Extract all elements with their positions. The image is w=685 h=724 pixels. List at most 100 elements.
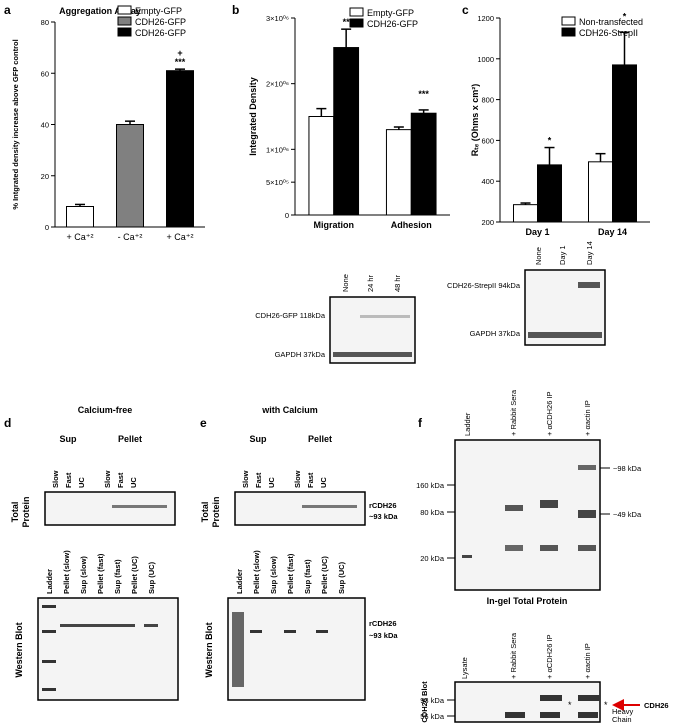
row-label: Total	[200, 502, 210, 523]
row-label: Western Blot	[204, 622, 214, 677]
lane-label: Sup (UC)	[337, 561, 346, 594]
legend-label: CDH26-GFP	[367, 19, 418, 29]
lane-label: Fast	[306, 472, 315, 488]
panel-letter: e	[200, 416, 207, 430]
lane-label: Day 14	[585, 241, 594, 265]
y-tick-label: 60	[41, 69, 49, 78]
marker-label: 80 kDa	[420, 508, 445, 517]
band	[144, 624, 158, 627]
y-tick-label: 2×10⁰⁶	[266, 80, 289, 89]
band	[528, 332, 602, 338]
lane-label: Fast	[116, 472, 125, 488]
lane-label: + αCDH26 IP	[545, 391, 554, 436]
panel-letter: a	[4, 3, 11, 17]
lane-label: None	[534, 247, 543, 265]
marker-label: rCDH26	[369, 619, 397, 628]
x-tick-label: - Ca⁺²	[118, 232, 143, 242]
x-tick-label: Adhesion	[391, 220, 432, 230]
band	[42, 688, 56, 691]
blot	[454, 681, 601, 723]
group-label: Pellet	[308, 434, 332, 444]
lane-label: Sup (fast)	[113, 559, 122, 594]
lane-label: Ladder	[45, 569, 54, 594]
marker-label: 56 kDa	[420, 712, 445, 721]
legend-swatch	[117, 5, 132, 15]
band	[42, 605, 56, 608]
legend-label: CDH26-GFP	[135, 28, 186, 38]
blot	[44, 491, 176, 526]
band	[578, 510, 596, 518]
panel-title: Calcium-free	[78, 405, 133, 415]
marker-label: 93 kDa	[420, 696, 445, 705]
marker-label: rCDH26	[369, 501, 397, 510]
lane-label: Pellet (UC)	[320, 556, 329, 594]
annotation: ***	[418, 89, 429, 99]
band	[112, 505, 167, 508]
row-label: CDH26 Blot	[420, 681, 429, 723]
legend-label: CDH26-StrepII	[579, 28, 638, 38]
band	[540, 695, 562, 701]
bar	[410, 112, 437, 216]
band	[578, 465, 596, 470]
bar	[612, 64, 637, 223]
band	[505, 712, 525, 718]
legend-label: Non-transfected	[579, 17, 643, 27]
marker-label: ~93 kDa	[369, 512, 398, 521]
lane-label: + αCDH26 IP	[545, 634, 554, 679]
bar	[66, 206, 94, 228]
band	[578, 282, 600, 288]
band	[333, 352, 412, 357]
band	[540, 712, 560, 718]
marker-label: ~93 kDa	[369, 631, 398, 640]
row-label: Western Blot	[14, 622, 24, 677]
row-label: Protein	[21, 496, 31, 527]
chart-title: Aggregation Assay	[59, 6, 141, 16]
y-tick-label: 3×10⁰⁶	[266, 14, 289, 23]
row-label: CDH26-StrepII 94kDa	[447, 281, 521, 290]
lane-label: Slow	[103, 470, 112, 488]
lane-label: + Rabbit Sera	[509, 632, 518, 679]
x-tick-label: Day 14	[598, 227, 627, 237]
bar	[166, 70, 194, 228]
bar	[537, 164, 562, 223]
y-tick-label: 800	[481, 96, 494, 105]
blot	[227, 597, 366, 701]
x-tick-label: + Ca⁺²	[166, 232, 193, 242]
lane-label: Pellet (slow)	[252, 550, 261, 594]
legend-label: Empty-GFP	[367, 8, 414, 18]
panel-letter: b	[232, 3, 239, 17]
lane-label: UC	[267, 477, 276, 488]
lane-label: Ladder	[235, 569, 244, 594]
panel-letters: a b c d e f	[4, 3, 469, 430]
band	[250, 630, 262, 633]
marker-label: ~98 kDa	[613, 464, 642, 473]
legend-swatch	[561, 16, 576, 26]
blot	[234, 491, 366, 526]
lane-label: 24 hr	[366, 274, 375, 292]
legend-swatch	[561, 27, 576, 37]
y-tick-label: 1×10⁰⁶	[266, 145, 289, 154]
bar	[588, 161, 613, 223]
annotation: *	[623, 11, 627, 21]
y-axis-label: Rₜₑ (Ohms x cm²)	[470, 84, 480, 157]
legend-label: Empty-GFP	[135, 6, 182, 16]
legend-label: CDH26-GFP	[135, 17, 186, 27]
row-label: GAPDH 37kDa	[470, 329, 521, 338]
lane-label: + αactin IP	[583, 643, 592, 679]
group-label: Sup	[60, 434, 78, 444]
y-tick-label: 200	[481, 218, 494, 227]
legend-swatch	[349, 7, 364, 17]
annotation: ***	[175, 57, 186, 67]
row-label: GAPDH 37kDa	[275, 350, 326, 359]
bar	[116, 124, 144, 228]
lane-label: Sup (slow)	[269, 556, 278, 594]
y-tick-label: 1200	[477, 14, 494, 23]
y-tick-label: 1000	[477, 55, 494, 64]
band	[284, 630, 296, 633]
bar	[308, 116, 335, 216]
x-tick-label: Migration	[314, 220, 355, 230]
asterisk: *	[604, 700, 608, 710]
band	[316, 630, 328, 633]
bar	[333, 47, 360, 216]
